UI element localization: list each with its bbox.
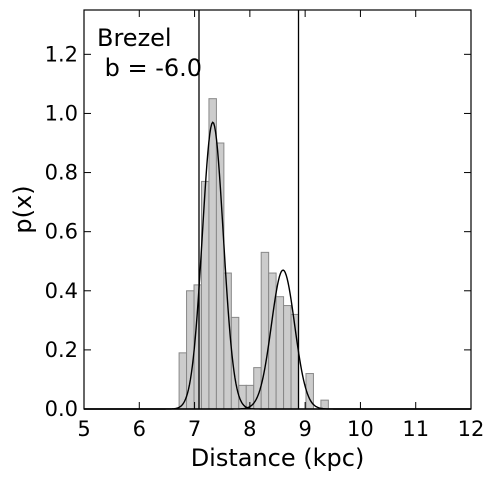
y-tick-label: 0.8: [45, 161, 78, 185]
y-tick-label: 1.0: [45, 101, 78, 125]
x-tick-label: 9: [298, 417, 311, 441]
x-tick-label: 8: [243, 417, 256, 441]
histogram-bar: [275, 296, 285, 410]
x-tick-label: 11: [402, 417, 429, 441]
x-tick-label: 12: [458, 417, 485, 441]
x-tick-label: 10: [347, 417, 374, 441]
histogram-bar: [208, 98, 217, 410]
x-tick-label: 7: [188, 417, 201, 441]
plot-area-frame: [83, 9, 472, 410]
x-tick-label: 5: [77, 417, 90, 441]
y-tick-label: 0.6: [45, 220, 78, 244]
x-axis-label: Distance (kpc): [191, 444, 365, 472]
histogram-bars: [178, 98, 329, 410]
y-tick-label: 1.2: [45, 42, 78, 66]
histogram-bar: [200, 180, 210, 410]
histogram-bar: [260, 251, 270, 410]
axis-ticks: 5 6 7 8 9 10 11 12 0.0 0.2 0.4 0.6 0.8 1.0 1.2: [45, 10, 485, 441]
histogram-bar: [283, 305, 292, 410]
y-tick-label: 0.0: [45, 397, 78, 421]
annotation-title: Brezel: [97, 24, 172, 52]
histogram-bar: [320, 399, 329, 410]
x-tick-label: 6: [133, 417, 146, 441]
y-tick-label: 0.2: [45, 338, 78, 362]
y-axis-label: p(x): [9, 185, 37, 233]
vertical-markers: [198, 10, 300, 409]
annotation-latitude: b = -6.0: [97, 54, 202, 82]
y-tick-label: 0.4: [45, 279, 78, 303]
